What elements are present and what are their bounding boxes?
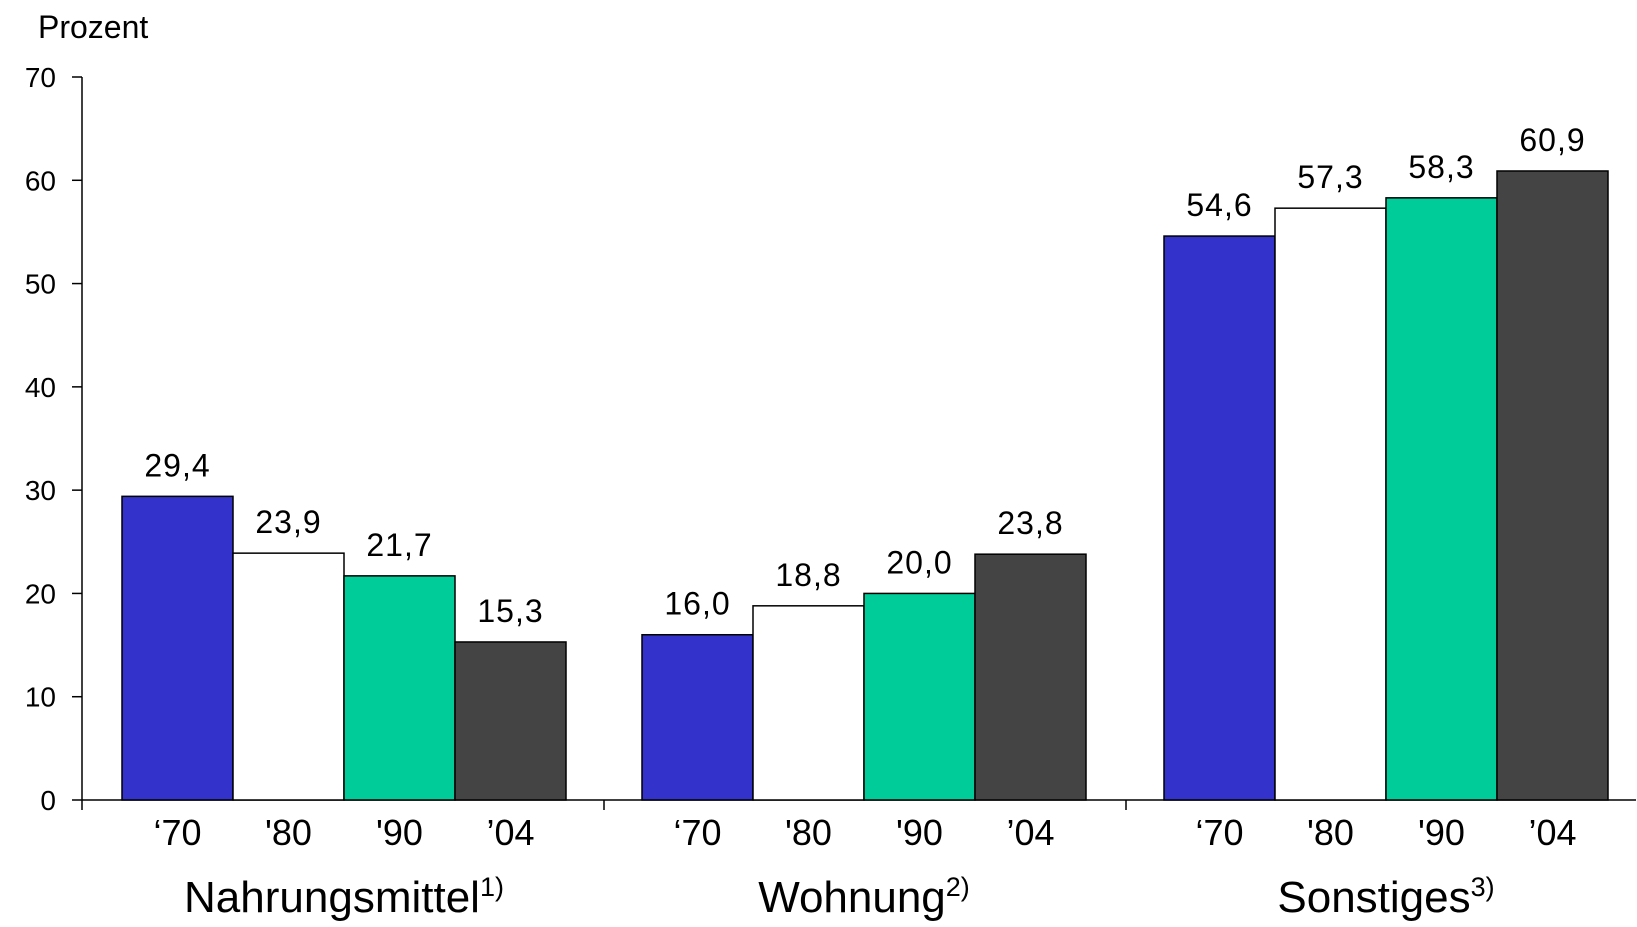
group-label-note: 3) (1471, 872, 1495, 902)
x-tick-label: ‘70 (153, 812, 201, 853)
x-tick-label: ’04 (1006, 812, 1054, 853)
data-label: 54,6 (1186, 187, 1252, 223)
y-tick-label: 30 (25, 475, 56, 506)
group-label-text: Wohnung (758, 873, 946, 922)
data-label: 60,9 (1519, 122, 1585, 158)
group-label-text: Sonstiges (1277, 873, 1470, 922)
bar-wohnung-1 (752, 605, 865, 801)
x-tick-label: '80 (1307, 812, 1354, 853)
bar-sonstiges-3 (1496, 170, 1609, 801)
bar-nahrungsmittel-2 (343, 575, 456, 801)
bar-nahrungsmittel-0 (121, 495, 234, 801)
data-label: 23,8 (997, 505, 1063, 541)
x-tick-label: ‘70 (673, 812, 721, 853)
bars (121, 170, 1609, 801)
data-label: 16,0 (664, 586, 730, 622)
y-tick-label: 0 (40, 785, 56, 816)
y-tick-label: 50 (25, 269, 56, 300)
data-label: 20,0 (886, 544, 952, 580)
x-tick-label: ’04 (1528, 812, 1576, 853)
y-tick-label: 20 (25, 578, 56, 609)
data-label: 23,9 (255, 504, 321, 540)
x-tick-label: ‘70 (1195, 812, 1243, 853)
x-tick-label: '80 (265, 812, 312, 853)
bar-sonstiges-0 (1163, 235, 1276, 801)
y-tick-label: 70 (25, 62, 56, 93)
x-tick-label: '90 (896, 812, 943, 853)
group-label-sonstiges: Sonstiges3) (1277, 872, 1494, 922)
data-label: 57,3 (1297, 159, 1363, 195)
bar-wohnung-0 (641, 633, 754, 801)
x-tick-label: '90 (1418, 812, 1465, 853)
bar-wohnung-3 (974, 553, 1087, 801)
bar-nahrungsmittel-1 (232, 552, 345, 801)
data-label: 21,7 (366, 527, 432, 563)
data-label: 58,3 (1408, 149, 1474, 185)
labels: 29,4‘7023,9'8021,7'9015,3’04Nahrungsmitt… (144, 122, 1585, 922)
group-label-note: 1) (480, 872, 504, 902)
bar-nahrungsmittel-3 (454, 641, 567, 801)
y-tick-label: 40 (25, 372, 56, 403)
bar-wohnung-2 (863, 592, 976, 801)
data-label: 29,4 (144, 447, 210, 483)
bar-sonstiges-1 (1274, 207, 1387, 801)
group-label-note: 2) (946, 872, 970, 902)
x-tick-label: '90 (376, 812, 423, 853)
group-label-nahrungsmittel: Nahrungsmittel1) (184, 872, 504, 922)
x-tick-label: '80 (785, 812, 832, 853)
group-label-wohnung: Wohnung2) (758, 872, 970, 922)
group-label-text: Nahrungsmittel (184, 873, 480, 922)
data-label: 18,8 (775, 557, 841, 593)
bar-sonstiges-2 (1385, 197, 1498, 801)
data-label: 15,3 (477, 593, 543, 629)
x-tick-label: ’04 (486, 812, 534, 853)
y-axis-label: Prozent (38, 9, 148, 45)
y-tick-label: 60 (25, 165, 56, 196)
y-tick-label: 10 (25, 682, 56, 713)
